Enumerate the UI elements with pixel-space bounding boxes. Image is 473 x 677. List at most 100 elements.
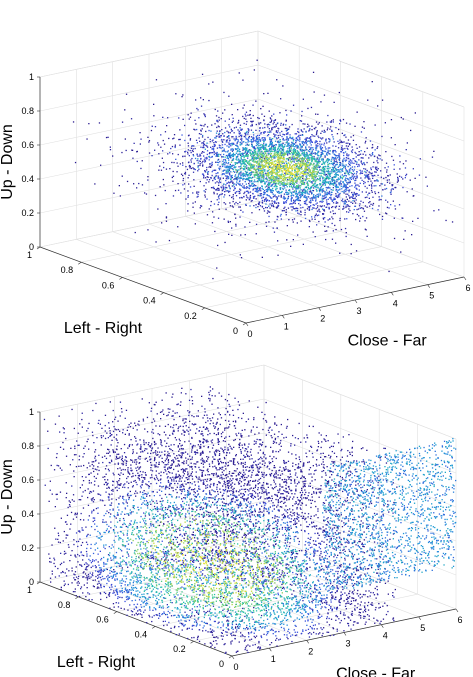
data-point (240, 209, 242, 211)
data-point (318, 136, 320, 139)
data-point (200, 129, 202, 131)
data-point (266, 185, 268, 187)
data-point (289, 186, 291, 188)
data-point (335, 242, 337, 244)
data-point (282, 179, 284, 181)
data-point (237, 139, 239, 141)
data-point (284, 165, 286, 167)
data-point (198, 168, 200, 170)
data-point (301, 165, 304, 167)
data-point (276, 169, 278, 171)
data-point (245, 172, 247, 175)
data-point (327, 114, 329, 117)
data-point (248, 184, 250, 187)
data-point (185, 198, 187, 200)
data-point (229, 202, 231, 204)
data-point (304, 167, 306, 169)
data-point (358, 194, 360, 196)
data-point (189, 149, 191, 152)
data-point (276, 167, 278, 170)
data-point (320, 175, 322, 178)
data-point (309, 169, 312, 171)
data-point (370, 180, 372, 182)
data-point (158, 169, 160, 171)
data-point (337, 166, 339, 168)
data-point (318, 178, 320, 181)
data-point (266, 150, 268, 152)
data-point (253, 175, 255, 177)
data-point (247, 166, 249, 169)
data-point (336, 155, 338, 157)
data-point (289, 134, 291, 136)
x-tick-mark (245, 322, 249, 327)
data-point (309, 139, 312, 141)
data-point (274, 194, 276, 196)
data-point (161, 222, 163, 224)
data-point (213, 176, 216, 179)
data-point (311, 185, 314, 187)
z-tick-label: 1 (29, 72, 34, 82)
data-point (201, 73, 204, 75)
data-point (318, 189, 321, 191)
data-point (338, 178, 341, 180)
data-point (316, 147, 318, 149)
data-point (273, 157, 275, 159)
data-point (295, 188, 297, 190)
data-point (260, 181, 262, 184)
data-point (266, 170, 269, 172)
data-point (283, 202, 286, 204)
data-point (198, 137, 200, 139)
data-point (313, 194, 315, 196)
data-point (311, 170, 314, 172)
data-point (252, 136, 254, 138)
data-point (345, 145, 348, 147)
data-point (238, 206, 240, 208)
data-point (307, 158, 310, 160)
data-point (258, 190, 260, 192)
data-point (298, 159, 300, 162)
data-point (246, 173, 248, 175)
data-point (250, 136, 253, 138)
data-point (258, 149, 260, 151)
data-point (228, 181, 230, 183)
data-point (269, 211, 271, 213)
data-point (260, 139, 262, 141)
data-point (274, 152, 276, 154)
data-point (202, 142, 204, 144)
data-point (258, 164, 260, 166)
data-point (332, 170, 334, 172)
data-point (310, 152, 312, 154)
data-point (328, 177, 330, 179)
data-point (321, 205, 323, 207)
data-point (312, 148, 314, 151)
data-point (371, 81, 373, 83)
data-point (231, 136, 233, 138)
data-point (318, 214, 320, 216)
data-point (361, 172, 364, 174)
data-point (256, 154, 258, 156)
data-point (303, 171, 305, 173)
data-point (190, 167, 192, 170)
data-point (313, 157, 315, 159)
data-point (185, 150, 187, 152)
data-point (203, 151, 205, 153)
data-point (279, 132, 281, 134)
data-point (310, 158, 313, 160)
data-point (333, 182, 336, 185)
data-point (361, 163, 364, 166)
data-point (283, 175, 286, 177)
data-point (276, 197, 278, 199)
data-point (206, 142, 208, 144)
data-point (228, 185, 230, 188)
data-point (257, 175, 259, 178)
data-point (389, 174, 391, 176)
data-point (261, 167, 263, 169)
grid-line (39, 64, 259, 112)
data-point (302, 188, 305, 191)
data-point (314, 152, 316, 154)
data-point (254, 187, 256, 190)
data-point (251, 180, 253, 183)
data-point (218, 208, 220, 210)
data-point (300, 164, 302, 166)
data-point (206, 153, 208, 156)
